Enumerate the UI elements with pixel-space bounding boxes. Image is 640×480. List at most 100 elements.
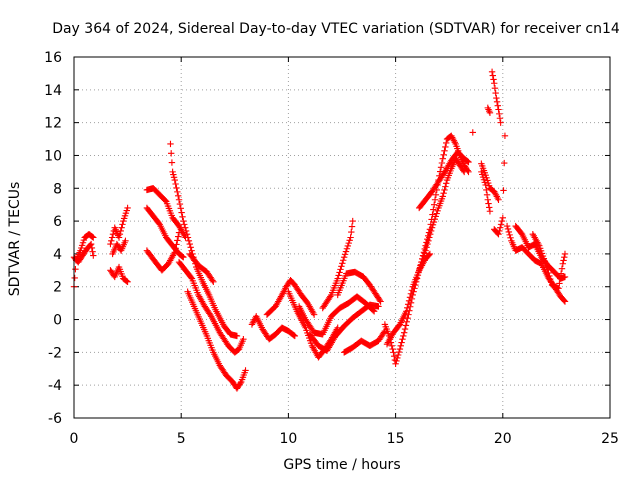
series-arc-28 [484, 104, 494, 116]
data-point [440, 151, 447, 158]
data-point [544, 266, 551, 274]
data-point [169, 168, 176, 176]
data-point [162, 197, 169, 204]
data-point [431, 196, 439, 203]
x-axis-label: GPS time / hours [283, 457, 400, 473]
data-point [348, 228, 355, 236]
data-point [406, 294, 414, 301]
data-point [493, 94, 500, 102]
data-point [340, 253, 348, 261]
data-point [89, 248, 96, 255]
data-point [179, 253, 186, 260]
data-point [183, 231, 191, 238]
data-point [556, 280, 563, 287]
data-point [495, 196, 502, 203]
data-point [389, 345, 396, 353]
series-arc-13 [248, 313, 299, 343]
chart-title: Day 364 of 2024, Sidereal Day-to-day VTE… [52, 21, 620, 37]
y-tick-label: 10 [44, 148, 62, 164]
data-point [561, 298, 569, 305]
data-point [119, 221, 126, 228]
data-point [488, 68, 496, 75]
data-point [426, 250, 434, 258]
data-point [482, 181, 489, 189]
data-point [497, 221, 505, 228]
data-point [465, 158, 472, 166]
y-tick-label: 12 [44, 116, 62, 132]
data-point [118, 224, 125, 231]
data-point [175, 229, 183, 236]
y-tick-label: 2 [53, 280, 62, 296]
data-point [344, 242, 352, 250]
data-point [491, 80, 498, 87]
data-point [430, 206, 437, 213]
data-point [426, 234, 433, 241]
data-point [117, 227, 124, 235]
data-point [558, 265, 566, 272]
data-point [170, 174, 178, 181]
data-point [545, 269, 552, 277]
data-point [182, 227, 190, 235]
data-point [388, 342, 395, 349]
data-point [173, 184, 180, 192]
data-point [485, 200, 492, 207]
data-point [486, 109, 494, 116]
data-point [340, 257, 347, 264]
data-point [71, 274, 78, 282]
data-point [348, 223, 356, 230]
data-point [123, 277, 130, 285]
data-point [339, 260, 346, 267]
data-point [397, 342, 404, 349]
data-point [115, 234, 123, 241]
data-point [338, 263, 345, 270]
data-point [432, 213, 439, 220]
data-point [403, 318, 410, 326]
data-point [499, 214, 506, 222]
y-tick-label: 8 [53, 181, 62, 197]
series-arc-27 [478, 168, 494, 215]
data-point [442, 180, 450, 187]
data-point [370, 308, 378, 315]
data-point [179, 213, 186, 221]
data-point [497, 119, 504, 126]
axis-ticks: 0 5 10 15 20 25 -6 -4 -2 0 2 4 6 8 10 12 14 16 [44, 50, 619, 447]
data-point [72, 266, 79, 273]
data-point [334, 275, 341, 282]
y-tick-label: 6 [53, 214, 62, 230]
data-point [186, 240, 193, 248]
data-point [430, 218, 438, 226]
data-point [557, 270, 565, 277]
data-point [174, 233, 182, 240]
x-tick-label: 0 [70, 431, 79, 447]
data-point [433, 210, 440, 217]
data-point [174, 237, 181, 244]
series-arc-4 [107, 263, 131, 286]
series-arc-9 [167, 140, 241, 340]
data-points [70, 68, 569, 392]
series-arc-23 [415, 250, 434, 274]
data-point [396, 345, 404, 353]
data-point [403, 308, 410, 315]
data-point [439, 193, 446, 200]
data-point [561, 273, 569, 281]
data-point [187, 274, 195, 281]
data-point [401, 325, 409, 333]
x-tick-label: 20 [494, 431, 512, 447]
data-point [376, 296, 383, 304]
data-point [122, 237, 129, 244]
data-point [327, 293, 334, 300]
series-arc-20 [340, 327, 389, 356]
series-arc-25 [469, 129, 476, 136]
data-point [336, 269, 343, 276]
data-point [427, 231, 434, 238]
data-point [555, 285, 562, 292]
data-point [500, 187, 507, 194]
data-point [437, 164, 445, 171]
data-point [542, 260, 549, 267]
data-point [178, 209, 185, 216]
data-point [404, 315, 411, 322]
data-point [116, 231, 124, 238]
data-point [408, 287, 416, 294]
y-tick-label: -2 [48, 345, 62, 361]
data-point [489, 72, 496, 79]
